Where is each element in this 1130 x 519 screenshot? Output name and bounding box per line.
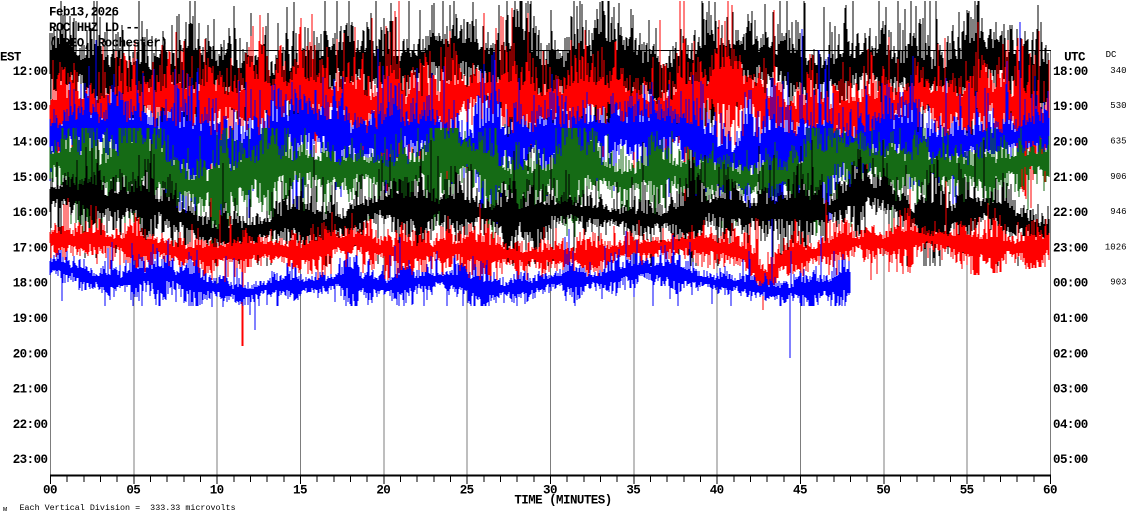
svg-text:00:00: 00:00 [1053, 277, 1088, 291]
svg-text:17:00: 17:00 [13, 241, 48, 255]
svg-text:60: 60 [1043, 484, 1057, 498]
svg-text:530: 530 [1110, 101, 1126, 111]
svg-text:Each Vertical Division = 333.: Each Vertical Division = 333.33 microvol… [20, 503, 236, 513]
svg-text:946: 946 [1110, 207, 1126, 217]
svg-text:40: 40 [710, 484, 724, 498]
svg-text:UTC: UTC [1064, 51, 1086, 65]
svg-text:906: 906 [1110, 172, 1126, 182]
svg-text:340: 340 [1110, 66, 1126, 76]
svg-text:22:00: 22:00 [1053, 206, 1088, 220]
svg-text:30: 30 [543, 484, 557, 498]
svg-text:23:00: 23:00 [1053, 241, 1088, 255]
svg-text:22:00: 22:00 [13, 418, 48, 432]
svg-text:20:00: 20:00 [1053, 136, 1088, 150]
svg-text:18:00: 18:00 [13, 277, 48, 291]
svg-text:01:00: 01:00 [1053, 312, 1088, 326]
svg-text:16:00: 16:00 [13, 206, 48, 220]
svg-text:1026: 1026 [1105, 242, 1127, 252]
svg-text:04:00: 04:00 [1053, 418, 1088, 432]
svg-text:20: 20 [376, 484, 390, 498]
svg-text:13:00: 13:00 [13, 100, 48, 114]
svg-text:Feb13,2026: Feb13,2026 [49, 6, 119, 20]
svg-text:15:00: 15:00 [13, 171, 48, 185]
svg-text:35: 35 [626, 484, 640, 498]
svg-text:10: 10 [210, 484, 224, 498]
svg-text:(LDEO, Rochester): (LDEO, Rochester) [49, 37, 167, 51]
svg-text:TIME (MINUTES): TIME (MINUTES) [514, 494, 611, 508]
svg-text:EST: EST [0, 51, 22, 65]
svg-text:903: 903 [1110, 278, 1126, 288]
svg-text:14:00: 14:00 [13, 136, 48, 150]
svg-text:18:00: 18:00 [1053, 65, 1088, 79]
svg-text:21:00: 21:00 [13, 383, 48, 397]
svg-text:19:00: 19:00 [1053, 100, 1088, 114]
svg-text:55: 55 [960, 484, 974, 498]
svg-text:05: 05 [126, 484, 140, 498]
svg-text:15: 15 [293, 484, 307, 498]
svg-text:DC: DC [1106, 50, 1117, 60]
svg-text:45: 45 [793, 484, 807, 498]
svg-text:23:00: 23:00 [13, 453, 48, 467]
svg-text:м: м [3, 506, 7, 514]
svg-text:05:00: 05:00 [1053, 453, 1088, 467]
svg-text:21:00: 21:00 [1053, 171, 1088, 185]
svg-text:12:00: 12:00 [13, 65, 48, 79]
svg-text:635: 635 [1110, 137, 1126, 147]
svg-text:03:00: 03:00 [1053, 383, 1088, 397]
svg-text:00: 00 [43, 484, 57, 498]
svg-text:20:00: 20:00 [13, 347, 48, 361]
svg-text:02:00: 02:00 [1053, 347, 1088, 361]
svg-text:25: 25 [460, 484, 474, 498]
svg-text:ROC HHZ LD --: ROC HHZ LD -- [49, 21, 139, 35]
svg-text:50: 50 [876, 484, 890, 498]
svg-text:19:00: 19:00 [13, 312, 48, 326]
